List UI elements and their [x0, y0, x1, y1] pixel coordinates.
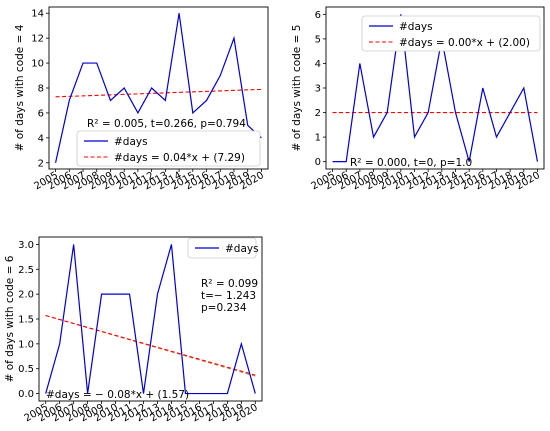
- chart-panel-2: 0123456200520062007200820092010201120122…: [291, 6, 545, 192]
- legend-series-label: #days: [399, 21, 433, 33]
- y-tick-label: 2.0: [18, 290, 34, 301]
- y-tick-label: 2: [315, 108, 321, 119]
- y-tick-label: 3.0: [18, 240, 34, 251]
- fit-line: [45, 314, 256, 376]
- y-tick-label: 1: [315, 133, 321, 144]
- y-axis-label: # of days with code = 6: [4, 255, 16, 382]
- stats-annotation: t=− 1.243: [201, 290, 256, 302]
- y-tick-label: 0.5: [18, 364, 34, 375]
- stats-annotation: R² = 0.099: [201, 278, 258, 290]
- stats-annotation: R² = 0.000, t=0, p=1.0: [350, 157, 472, 169]
- series-line: [54, 13, 262, 163]
- y-tick-label: 6: [38, 108, 44, 119]
- legend-fit-label: #days = 0.04*x + (7.29): [114, 152, 245, 164]
- y-tick-label: 4: [38, 133, 44, 144]
- y-tick-label: 2: [38, 158, 44, 169]
- series-line: [45, 244, 256, 395]
- y-axis-label: # of days with code = 4: [14, 24, 26, 151]
- legend-box: [187, 237, 257, 259]
- fit-equation-label: #days = − 0.08*x + (1.57): [46, 389, 189, 401]
- legend-series-label: #days: [225, 243, 259, 255]
- y-tick-label: 5: [315, 34, 321, 45]
- y-tick-label: 0.0: [18, 389, 34, 400]
- y-tick-label: 14: [31, 9, 44, 20]
- stats-annotation: p=0.234: [201, 302, 247, 314]
- stats-annotation: R² = 0.005, t=0.266, p=0.794: [87, 118, 246, 130]
- series-line: [332, 14, 539, 163]
- legend: #days #days = 0.00*x + (2.00): [361, 15, 541, 52]
- y-axis-label: # of days with code = 5: [291, 25, 303, 152]
- legend-box: [76, 130, 261, 167]
- y-tick-label: 0: [315, 157, 321, 168]
- legend-series-label: #days: [114, 136, 148, 148]
- fit-line: [55, 88, 262, 98]
- legend-box: [361, 15, 541, 52]
- y-tick-label: 3: [315, 84, 321, 95]
- y-tick-label: 2.5: [18, 265, 34, 276]
- y-tick-label: 6: [315, 10, 321, 21]
- chart-panel-3: 0.00.51.01.52.02.53.02005200620072008200…: [4, 236, 263, 424]
- y-tick-label: 10: [31, 59, 44, 70]
- y-tick-label: 12: [31, 34, 44, 45]
- y-tick-label: 1.5: [18, 315, 34, 326]
- y-tick-label: 1.0: [18, 339, 34, 350]
- legend: #days #days = 0.04*x + (7.29): [76, 130, 261, 167]
- y-tick-label: 8: [38, 84, 44, 95]
- chart-panel-1: 2468101214200520062007200820092010201120…: [14, 6, 269, 192]
- plot-frame: [38, 236, 263, 402]
- legend: #days: [187, 237, 259, 259]
- y-tick-label: 4: [315, 59, 321, 70]
- legend-fit-label: #days = 0.00*x + (2.00): [399, 37, 530, 49]
